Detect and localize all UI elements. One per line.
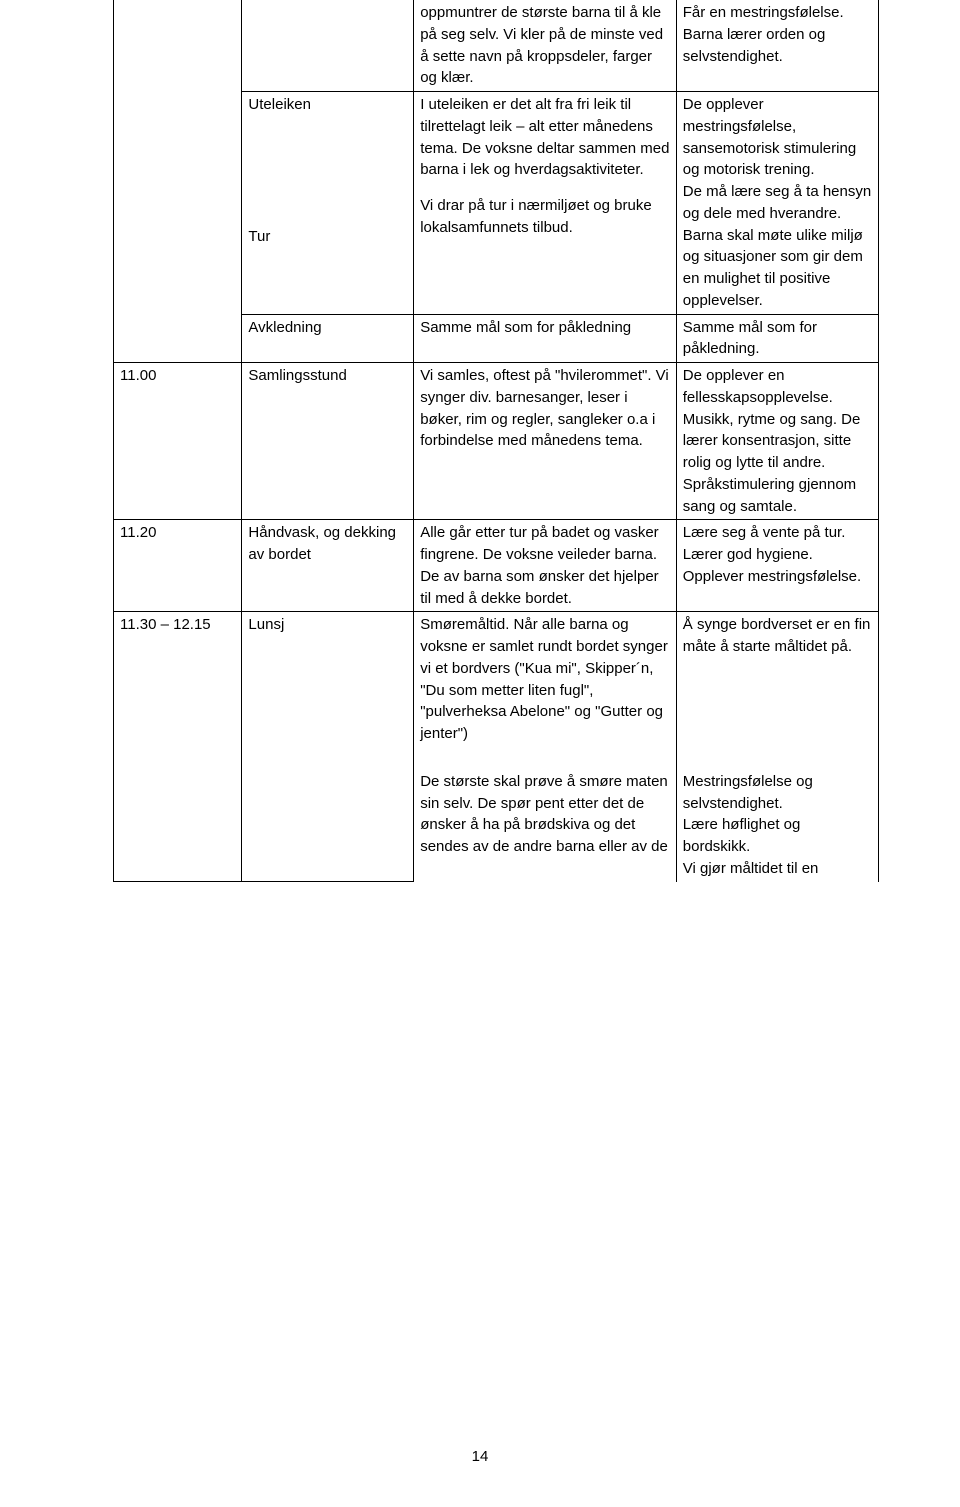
cell-text: Vi samles, oftest på "hvilerommet". Vi s…: [420, 365, 670, 452]
cell-text: 11.20: [120, 522, 235, 544]
time-cell: [114, 0, 242, 363]
cell-text: Lunsj: [248, 614, 407, 636]
cell-text: Mestringsfølelse og selvstendighet. Lære…: [683, 771, 872, 880]
cell-text: Å synge bordverset er en fin måte å star…: [683, 614, 872, 658]
description-cell: I uteleiken er det alt fra fri leik til …: [414, 92, 677, 315]
cell-text: Alle går etter tur på badet og vasker fi…: [420, 522, 670, 609]
cell-text: Samme mål som for påkledning: [420, 317, 670, 339]
table-row: 11.20 Håndvask, og dekking av bordet All…: [114, 520, 879, 612]
description-cell: Alle går etter tur på badet og vasker fi…: [414, 520, 677, 612]
cell-text: Får en mestringsfølelse. Barna lærer ord…: [683, 2, 872, 67]
table-row: oppmuntrer de største barna til å kle på…: [114, 0, 879, 92]
description-cell: Samme mål som for påkledning: [414, 314, 677, 363]
cell-text: Samme mål som for påkledning.: [683, 317, 872, 361]
description-cell: De største skal prøve å smøre maten sin …: [414, 769, 677, 882]
goal-cell: De opplever mestringsfølelse, sansemotor…: [676, 92, 878, 315]
cell-text: oppmuntrer de største barna til å kle på…: [420, 2, 670, 89]
table-row: 11.30 – 12.15 Lunsj Smøremåltid. Når all…: [114, 612, 879, 769]
cell-text: Avkledning: [248, 317, 407, 339]
activity-cell: [242, 0, 414, 92]
cell-text: 11.00: [120, 365, 235, 387]
table-row: 11.00 Samlingsstund Vi samles, oftest på…: [114, 363, 879, 520]
schedule-table: oppmuntrer de største barna til å kle på…: [113, 0, 879, 882]
goal-cell: Får en mestringsfølelse. Barna lærer ord…: [676, 0, 878, 92]
time-cell: 11.00: [114, 363, 242, 520]
cell-text: De største skal prøve å smøre maten sin …: [420, 771, 670, 858]
cell-text: Samlingsstund: [248, 365, 407, 387]
goal-cell: Å synge bordverset er en fin måte å star…: [676, 612, 878, 769]
goal-cell: Mestringsfølelse og selvstendighet. Lære…: [676, 769, 878, 882]
time-cell: 11.30 – 12.15: [114, 612, 242, 882]
page-number: 14: [0, 1448, 960, 1465]
goal-cell: Lære seg å vente på tur. Lærer god hygie…: [676, 520, 878, 612]
cell-text: Håndvask, og dekking av bordet: [248, 522, 407, 566]
cell-text: De opplever mestringsfølelse, sansemotor…: [683, 94, 872, 312]
activity-cell: Uteleiken Tur: [242, 92, 414, 315]
document-page: oppmuntrer de største barna til å kle på…: [0, 0, 960, 1507]
cell-text: Smøremåltid. Når alle barna og voksne er…: [420, 614, 670, 745]
goal-cell: Samme mål som for påkledning.: [676, 314, 878, 363]
activity-cell: Håndvask, og dekking av bordet: [242, 520, 414, 612]
activity-cell: Avkledning: [242, 314, 414, 363]
cell-text: Vi drar på tur i nærmiljøet og bruke lok…: [420, 195, 670, 239]
cell-text: Tur: [248, 226, 407, 248]
time-cell: 11.20: [114, 520, 242, 612]
cell-text: I uteleiken er det alt fra fri leik til …: [420, 94, 670, 181]
description-cell: Smøremåltid. Når alle barna og voksne er…: [414, 612, 677, 769]
activity-cell: Samlingsstund: [242, 363, 414, 520]
cell-text: Uteleiken: [248, 94, 407, 116]
description-cell: Vi samles, oftest på "hvilerommet". Vi s…: [414, 363, 677, 520]
activity-cell: Lunsj: [242, 612, 414, 882]
cell-text: De opplever en fellesskapsopplevelse. Mu…: [683, 365, 872, 517]
description-cell: oppmuntrer de største barna til å kle på…: [414, 0, 677, 92]
goal-cell: De opplever en fellesskapsopplevelse. Mu…: [676, 363, 878, 520]
cell-text: Lære seg å vente på tur. Lærer god hygie…: [683, 522, 872, 587]
cell-text: 11.30 – 12.15: [120, 614, 235, 636]
